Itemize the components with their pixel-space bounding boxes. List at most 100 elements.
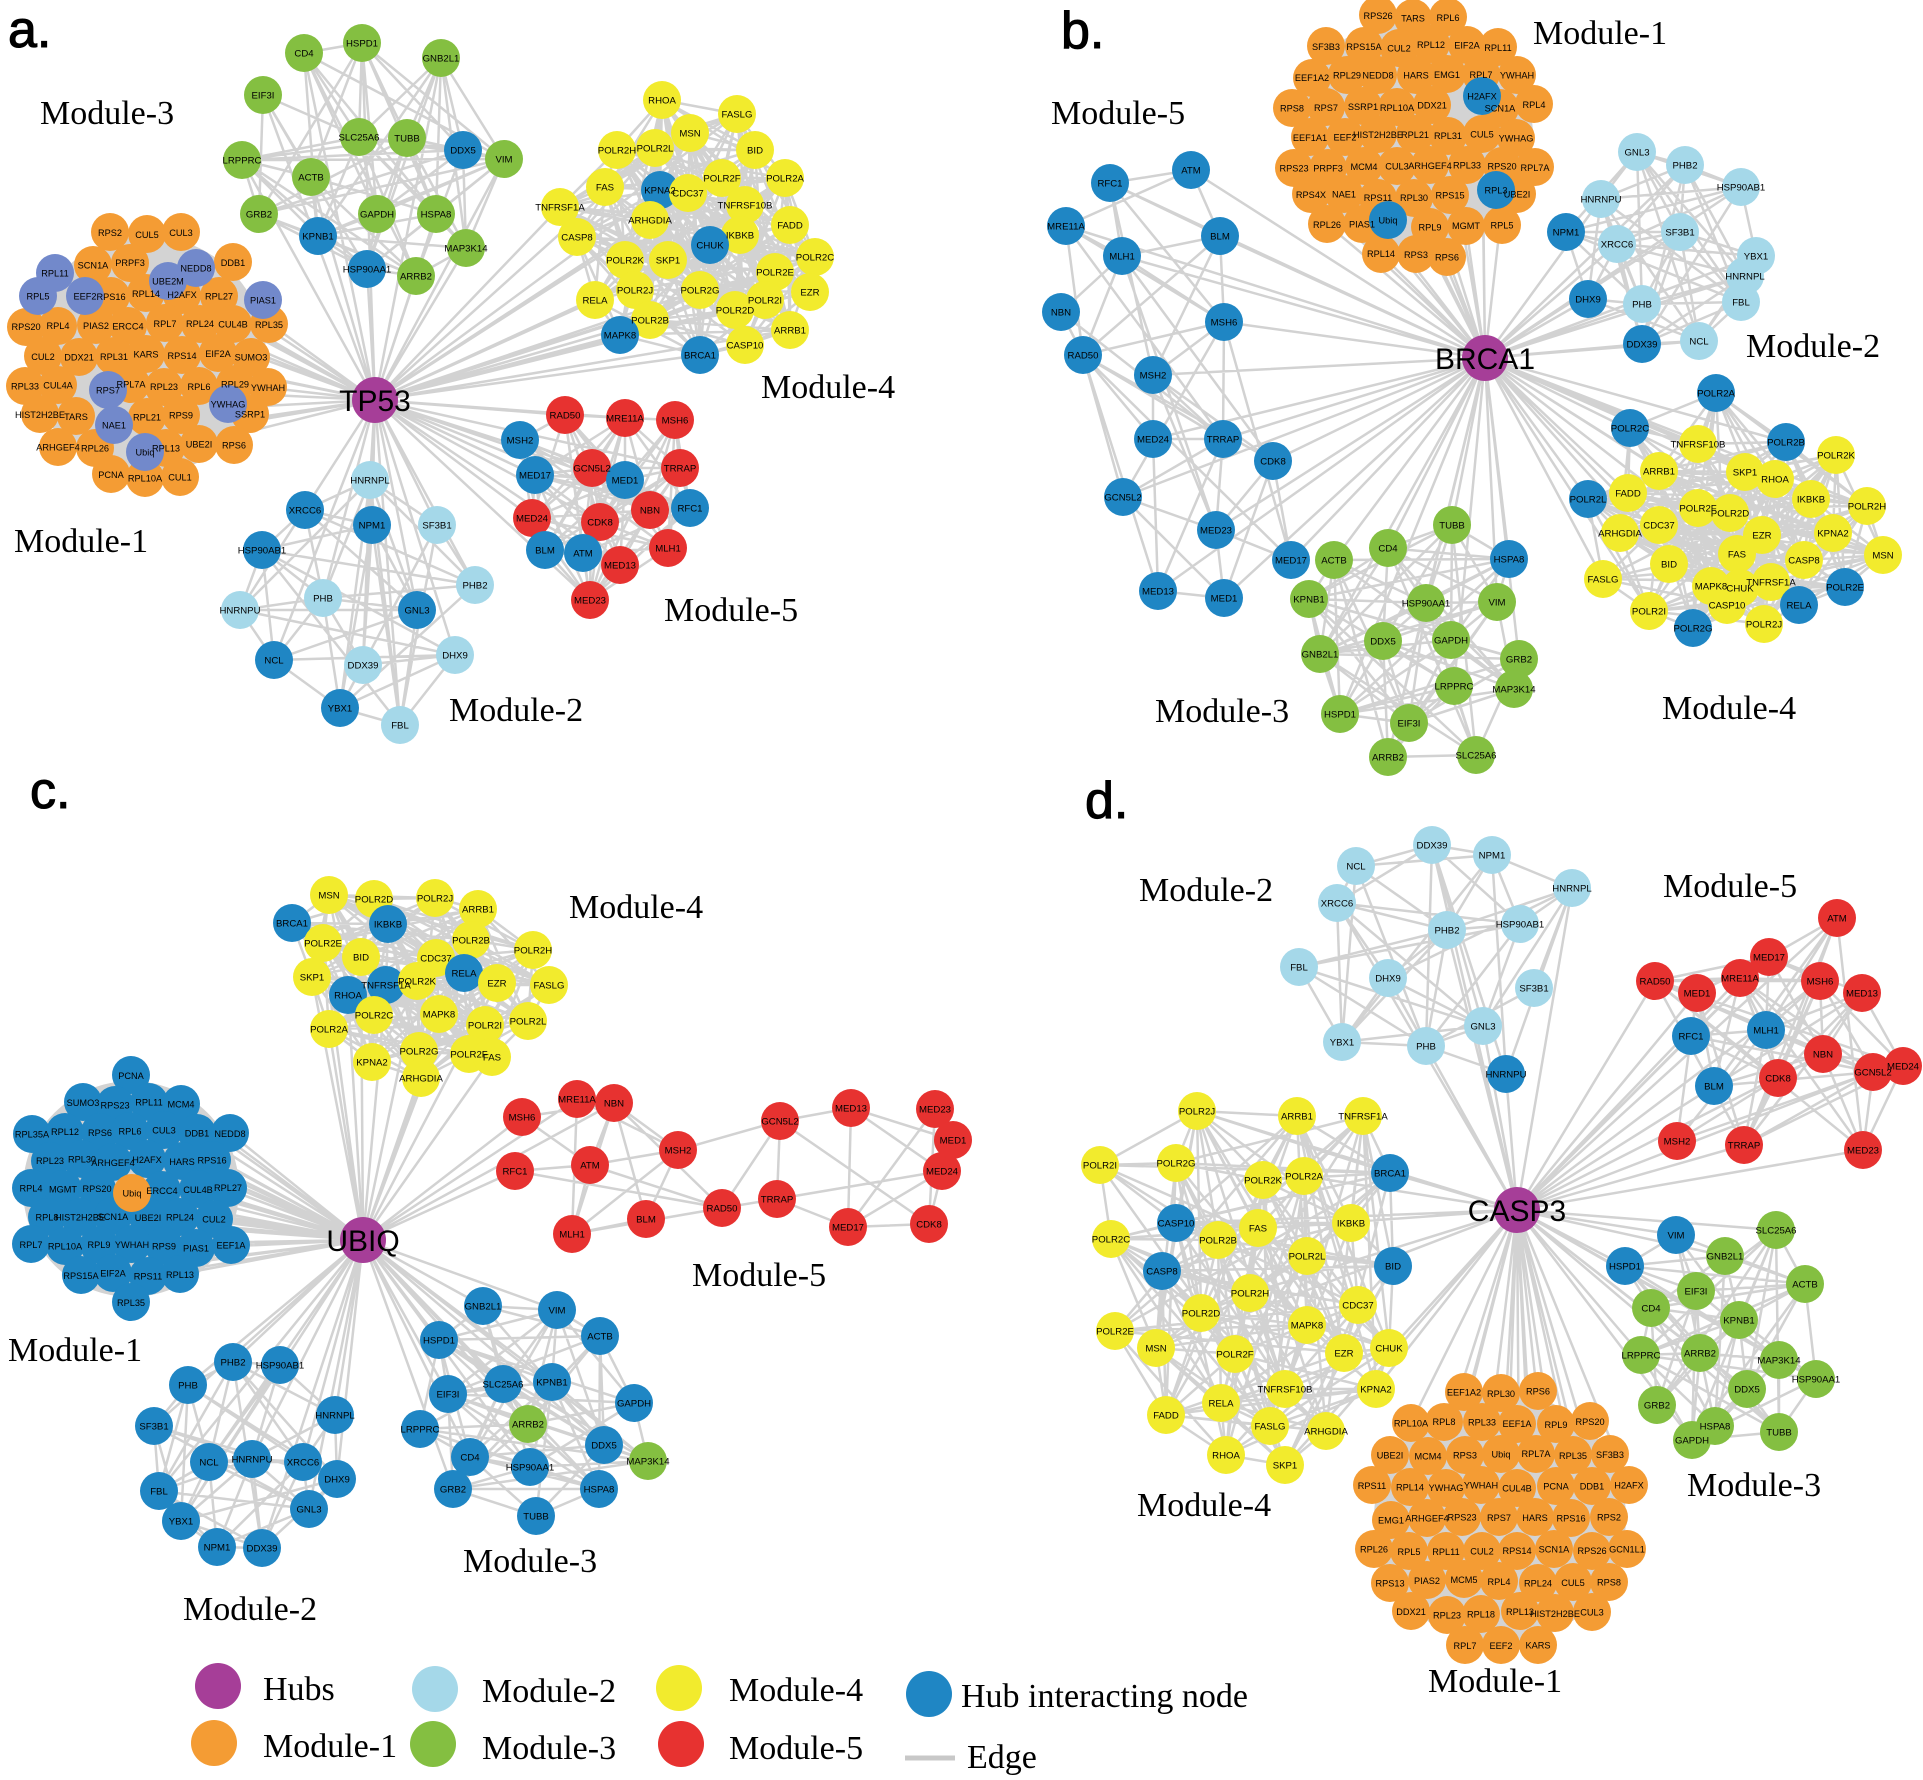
svg-text:FBL: FBL (1290, 963, 1308, 974)
svg-text:KARS: KARS (133, 349, 158, 359)
svg-text:ACTB: ACTB (587, 1332, 613, 1343)
svg-text:UBE2M: UBE2M (152, 277, 184, 287)
svg-text:POLR2A: POLR2A (1697, 389, 1735, 400)
svg-text:RPS6: RPS6 (1435, 253, 1459, 263)
svg-text:H2AFX: H2AFX (1467, 92, 1497, 102)
svg-text:SLC25A6: SLC25A6 (1755, 1226, 1796, 1237)
svg-text:Module-5: Module-5 (1051, 95, 1185, 132)
svg-text:MAP3K14: MAP3K14 (444, 244, 488, 255)
svg-text:RELA: RELA (451, 969, 477, 980)
svg-text:PIAS1: PIAS1 (183, 1243, 209, 1253)
svg-text:KPNB1: KPNB1 (1293, 595, 1324, 606)
svg-text:SF3B3: SF3B3 (1596, 1450, 1624, 1460)
svg-text:MED1: MED1 (1684, 989, 1711, 1000)
svg-text:POLR2C: POLR2C (1092, 1235, 1130, 1246)
svg-text:POLR2H: POLR2H (1231, 1289, 1269, 1300)
svg-text:RPS3: RPS3 (1404, 250, 1428, 260)
svg-text:RPL35: RPL35 (255, 320, 283, 330)
svg-text:POLR2B: POLR2B (452, 936, 490, 947)
svg-text:POLR2D: POLR2D (1711, 509, 1749, 520)
svg-text:HIST2H2BE: HIST2H2BE (15, 410, 65, 420)
svg-text:RPL13: RPL13 (166, 1270, 194, 1280)
svg-text:MSH2: MSH2 (1664, 1137, 1691, 1148)
svg-text:Module-4: Module-4 (761, 369, 895, 406)
svg-text:SCN1A: SCN1A (98, 1212, 130, 1222)
svg-text:HIST2H2BE: HIST2H2BE (1530, 1609, 1580, 1619)
svg-text:MRE11A: MRE11A (1047, 222, 1085, 233)
svg-text:MSN: MSN (1872, 551, 1893, 562)
svg-text:ARHGDIA: ARHGDIA (1598, 529, 1642, 540)
svg-text:MED13: MED13 (1846, 989, 1878, 1000)
svg-text:GNB2L1: GNB2L1 (465, 1302, 502, 1313)
svg-text:MED24: MED24 (516, 514, 549, 525)
svg-text:GNB2L1: GNB2L1 (423, 54, 460, 65)
svg-text:CUL5: CUL5 (135, 230, 159, 240)
svg-text:YBX1: YBX1 (169, 1517, 194, 1528)
svg-text:POLR2I: POLR2I (1632, 607, 1666, 618)
svg-text:RPL27: RPL27 (205, 291, 233, 301)
svg-text:MCM5: MCM5 (1450, 1575, 1477, 1585)
svg-text:BRCA1: BRCA1 (1435, 343, 1535, 376)
svg-text:NPM1: NPM1 (359, 521, 386, 532)
svg-text:UBE2I: UBE2I (135, 1213, 162, 1223)
svg-text:Module-1: Module-1 (263, 1728, 397, 1765)
svg-text:RPS7: RPS7 (1314, 103, 1338, 113)
svg-text:CASP10: CASP10 (1158, 1219, 1195, 1230)
svg-text:MAPK8: MAPK8 (604, 331, 637, 342)
svg-text:RPS2: RPS2 (98, 228, 122, 238)
svg-text:RHOA: RHOA (1212, 1451, 1240, 1462)
svg-text:PHB2: PHB2 (220, 1358, 245, 1369)
svg-text:RPL10A: RPL10A (128, 473, 163, 483)
svg-text:SKP1: SKP1 (1273, 1461, 1298, 1472)
svg-text:RPL4: RPL4 (1523, 100, 1546, 110)
svg-text:DDX39: DDX39 (1627, 340, 1658, 351)
svg-text:Module-5: Module-5 (1663, 868, 1797, 905)
svg-text:DHX9: DHX9 (1575, 295, 1601, 306)
svg-text:GNL3: GNL3 (296, 1505, 321, 1516)
svg-text:CUL4B: CUL4B (1502, 1484, 1532, 1494)
svg-text:VIM: VIM (1488, 598, 1505, 609)
svg-text:TNFRSF10B: TNFRSF10B (1258, 1385, 1313, 1396)
svg-text:POLR2E: POLR2E (1096, 1327, 1134, 1338)
svg-text:RPL35: RPL35 (117, 1298, 145, 1308)
svg-text:ARRB1: ARRB1 (774, 326, 806, 337)
svg-text:RPL33: RPL33 (1453, 160, 1481, 170)
svg-text:GAPDH: GAPDH (1434, 636, 1468, 647)
svg-text:MED13: MED13 (1142, 587, 1174, 598)
svg-text:MED23: MED23 (919, 1105, 951, 1116)
svg-text:ATM: ATM (1181, 166, 1201, 177)
svg-text:FASLG: FASLG (534, 981, 565, 992)
svg-text:MLH1: MLH1 (559, 1230, 585, 1241)
svg-text:FASLG: FASLG (1255, 1422, 1286, 1433)
svg-text:LRPPRC: LRPPRC (1435, 682, 1474, 693)
svg-text:RPL35: RPL35 (1559, 1451, 1587, 1461)
svg-text:RPS20: RPS20 (1487, 162, 1516, 172)
svg-text:CDK8: CDK8 (587, 518, 613, 529)
svg-text:FASLG: FASLG (1588, 575, 1619, 586)
svg-text:RPL14: RPL14 (1396, 1482, 1424, 1492)
svg-text:HSP90AA1: HSP90AA1 (1792, 1375, 1841, 1386)
svg-text:HSPD1: HSPD1 (1324, 710, 1356, 721)
svg-text:DHX9: DHX9 (324, 1475, 350, 1486)
svg-text:CASP8: CASP8 (1146, 1267, 1177, 1278)
svg-text:POLR2K: POLR2K (606, 256, 644, 267)
svg-text:HSPA8: HSPA8 (1700, 1422, 1731, 1433)
svg-text:RPL31: RPL31 (100, 352, 128, 362)
svg-text:TRRAP: TRRAP (1207, 435, 1240, 446)
svg-text:Module-4: Module-4 (569, 889, 703, 926)
svg-text:H2AFX: H2AFX (167, 290, 197, 300)
svg-text:MED1: MED1 (1211, 594, 1238, 605)
svg-text:RPL29: RPL29 (1333, 71, 1361, 81)
svg-text:POLR2L: POLR2L (637, 144, 674, 155)
svg-text:DDX21: DDX21 (1396, 1607, 1426, 1617)
svg-text:CDK8: CDK8 (916, 1220, 942, 1231)
svg-text:POLR2K: POLR2K (398, 977, 436, 988)
svg-text:MED17: MED17 (519, 471, 551, 482)
svg-text:RPL26: RPL26 (81, 443, 109, 453)
svg-text:CD4: CD4 (294, 49, 314, 60)
svg-text:FBL: FBL (150, 1487, 168, 1498)
svg-text:TUBB: TUBB (1439, 521, 1465, 532)
svg-text:CDC37: CDC37 (420, 954, 451, 965)
svg-text:H2AFX: H2AFX (132, 1155, 162, 1165)
svg-text:Module-3: Module-3 (1687, 1467, 1821, 1504)
